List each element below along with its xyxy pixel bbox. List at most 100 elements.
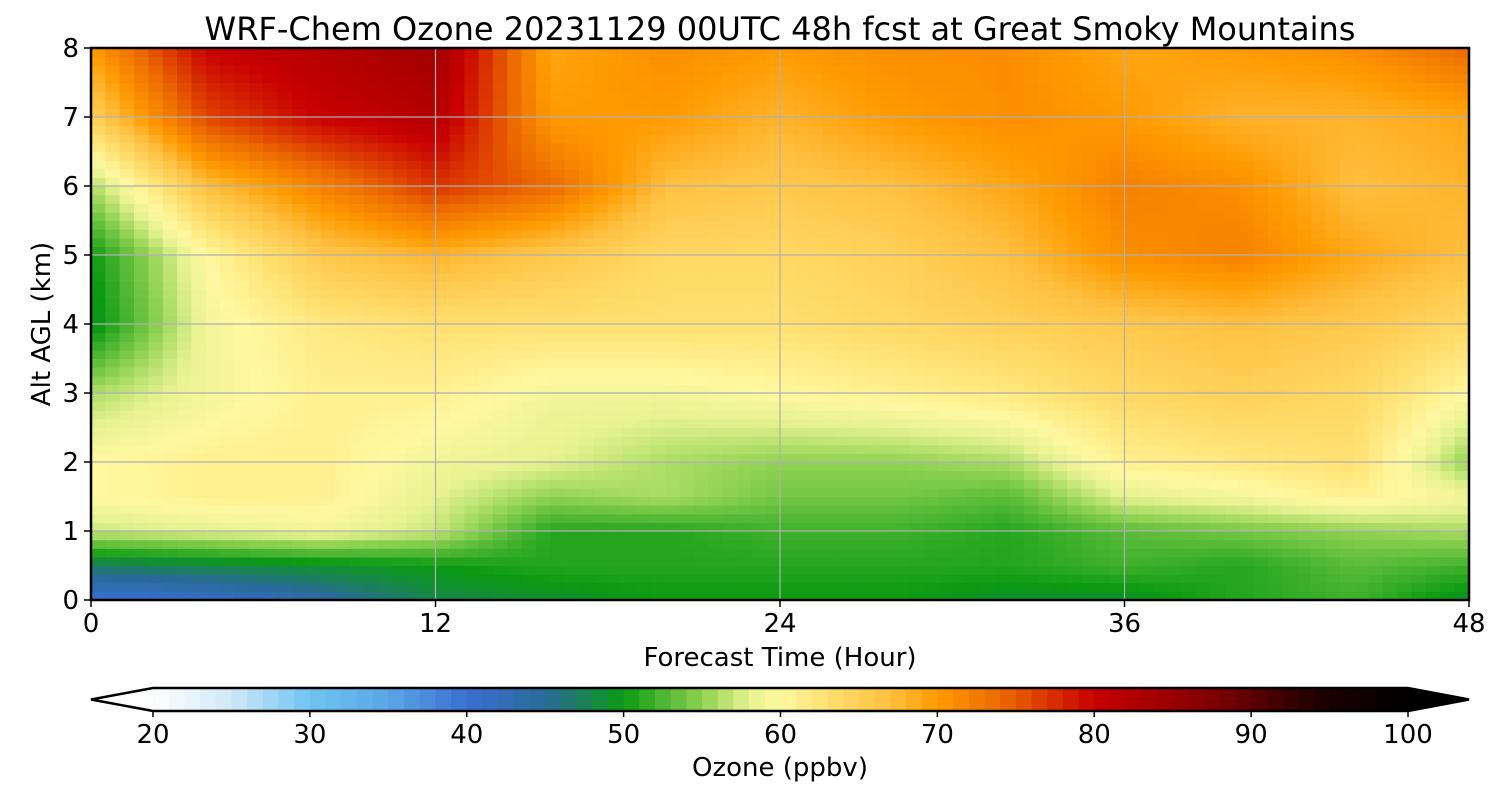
field-cell: [234, 229, 250, 239]
field-cell: [1339, 375, 1355, 385]
field-cell: [1052, 436, 1068, 446]
field-cell: [1425, 384, 1441, 394]
field-cell: [363, 496, 379, 506]
field-cell: [794, 418, 810, 429]
field-cell: [550, 289, 566, 299]
field-cell: [464, 591, 480, 601]
field-cell: [593, 444, 609, 454]
field-cell: [421, 272, 437, 282]
field-cell: [306, 453, 322, 463]
field-cell: [277, 306, 293, 316]
field-cell: [866, 186, 882, 196]
field-cell: [736, 539, 752, 549]
field-cell: [105, 220, 121, 230]
field-cell: [1024, 315, 1039, 325]
field-cell: [1368, 194, 1384, 204]
field-cell: [1196, 591, 1212, 601]
field-cell: [521, 496, 537, 506]
field-cell: [1095, 358, 1111, 368]
field-cell: [1253, 298, 1269, 308]
field-cell: [1095, 289, 1111, 299]
field-cell: [263, 367, 279, 377]
field-cell: [622, 220, 638, 230]
field-cell: [1224, 375, 1240, 385]
field-cell: [937, 539, 953, 549]
field-cell: [579, 220, 594, 230]
field-cell: [980, 289, 996, 299]
field-cell: [1224, 315, 1240, 325]
field-cell: [220, 168, 236, 178]
field-cell: [1210, 401, 1226, 411]
field-cell: [894, 401, 910, 411]
field-cell: [937, 358, 953, 368]
field-cell: [464, 565, 480, 575]
field-cell: [1354, 548, 1370, 558]
field-cell: [248, 582, 264, 592]
field-cell: [980, 160, 996, 170]
field-cell: [1196, 289, 1212, 299]
field-cell: [234, 531, 250, 541]
field-cell: [1282, 393, 1298, 403]
field-cell: [679, 151, 695, 161]
field-cell: [191, 160, 207, 170]
field-cell: [277, 582, 293, 592]
field-cell: [1425, 177, 1441, 187]
field-cell: [1239, 470, 1255, 480]
field-cell: [91, 220, 106, 230]
field-cell: [550, 556, 566, 567]
field-cell: [234, 324, 250, 334]
field-cell: [1095, 453, 1111, 463]
field-cell: [1425, 168, 1441, 178]
field-cell: [507, 280, 523, 291]
field-cell: [134, 591, 150, 601]
field-cell: [1368, 462, 1384, 472]
field-cell: [449, 539, 465, 549]
field-cell: [248, 453, 264, 463]
field-cell: [478, 548, 494, 558]
field-cell: [636, 487, 652, 498]
field-cell: [564, 349, 580, 360]
field-cell: [177, 539, 193, 549]
field-cell: [1411, 280, 1427, 291]
field-cell: [1239, 574, 1255, 584]
field-cell: [205, 203, 221, 213]
field-cell: [1268, 151, 1283, 161]
field-cell: [751, 332, 767, 342]
field-cell: [1325, 349, 1341, 360]
field-cell: [736, 427, 752, 437]
field-cell: [564, 237, 580, 247]
field-cell: [722, 591, 738, 601]
field-cell: [722, 582, 738, 592]
field-cell: [579, 203, 594, 213]
field-cell: [1411, 332, 1427, 342]
field-cell: [1239, 151, 1255, 161]
field-cell: [880, 272, 896, 282]
field-cell: [1425, 487, 1441, 498]
field-cell: [1354, 410, 1370, 420]
field-cell: [1411, 211, 1427, 222]
field-cell: [751, 272, 767, 282]
field-cell: [363, 393, 379, 403]
field-cell: [564, 401, 580, 411]
field-cell: [1210, 186, 1226, 196]
field-cell: [880, 496, 896, 506]
field-cell: [1282, 531, 1298, 541]
field-cell: [1196, 384, 1212, 394]
field-cell: [1268, 177, 1283, 187]
field-cell: [736, 280, 752, 291]
field-cell: [1425, 427, 1441, 437]
field-cell: [579, 229, 594, 239]
field-cell: [1253, 194, 1269, 204]
field-cell: [1440, 211, 1456, 222]
field-cell: [564, 211, 580, 222]
field-cell: [808, 280, 824, 291]
field-cell: [1397, 582, 1413, 592]
field-cell: [1454, 306, 1470, 316]
field-cell: [1282, 255, 1298, 265]
field-cell: [392, 306, 408, 316]
field-cell: [751, 591, 767, 601]
field-cell: [1095, 211, 1111, 222]
field-cell: [980, 263, 996, 273]
field-cell: [736, 436, 752, 446]
field-cell: [1167, 513, 1183, 523]
